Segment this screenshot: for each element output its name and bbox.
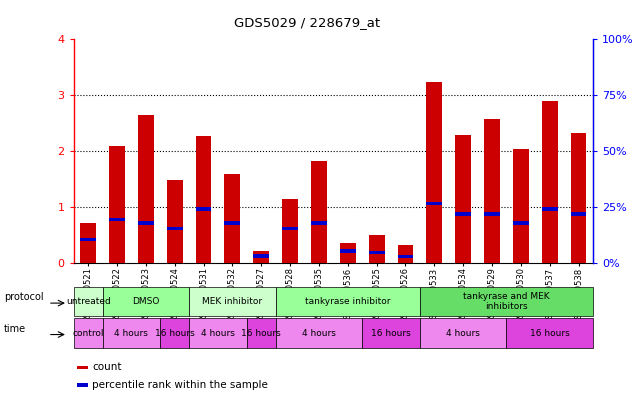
Text: DMSO: DMSO	[132, 297, 160, 306]
Bar	[167, 227, 183, 230]
Text: protocol: protocol	[4, 292, 44, 302]
Bar	[224, 174, 240, 263]
Bar	[103, 318, 160, 348]
Text: 16 hours: 16 hours	[529, 329, 570, 338]
Bar	[77, 365, 88, 369]
Text: tankyrase inhibitor: tankyrase inhibitor	[305, 297, 390, 306]
Bar	[282, 199, 298, 263]
Text: 16 hours: 16 hours	[154, 329, 195, 338]
Text: MEK inhibitor: MEK inhibitor	[203, 297, 262, 306]
Bar	[397, 255, 413, 258]
Bar	[138, 221, 154, 224]
Text: 4 hours: 4 hours	[201, 329, 235, 338]
Bar	[426, 202, 442, 206]
Bar	[77, 383, 88, 387]
Bar	[138, 115, 154, 263]
Bar	[420, 318, 506, 348]
Bar	[196, 136, 212, 263]
Bar	[369, 235, 385, 263]
Bar	[103, 287, 189, 316]
Bar	[74, 287, 103, 316]
Bar	[276, 318, 362, 348]
Bar	[253, 251, 269, 263]
Bar	[484, 119, 500, 263]
Bar	[570, 213, 587, 216]
Bar	[74, 318, 103, 348]
Bar	[484, 213, 500, 216]
Bar	[196, 208, 212, 211]
Bar	[253, 255, 269, 257]
Bar	[570, 133, 587, 263]
Bar	[542, 208, 558, 211]
Bar	[282, 227, 298, 230]
Bar	[80, 223, 96, 263]
Text: time: time	[4, 324, 26, 334]
Bar	[455, 213, 471, 216]
Text: 4 hours: 4 hours	[302, 329, 336, 338]
Text: percentile rank within the sample: percentile rank within the sample	[92, 380, 269, 390]
Bar	[109, 146, 125, 263]
Bar	[340, 243, 356, 263]
Text: 4 hours: 4 hours	[446, 329, 480, 338]
Bar	[426, 83, 442, 263]
Bar	[397, 245, 413, 263]
Text: count: count	[92, 362, 122, 372]
Bar	[276, 287, 420, 316]
Bar	[189, 318, 247, 348]
Bar	[311, 221, 327, 224]
Text: untreated: untreated	[66, 297, 110, 306]
Bar	[369, 251, 385, 253]
Bar	[224, 221, 240, 224]
Bar	[167, 180, 183, 263]
Bar	[109, 218, 125, 221]
Text: control: control	[72, 329, 104, 338]
Text: tankyrase and MEK
inhibitors: tankyrase and MEK inhibitors	[463, 292, 550, 311]
Bar	[160, 318, 189, 348]
Bar	[506, 318, 593, 348]
Bar	[513, 149, 529, 263]
Bar	[455, 134, 471, 263]
Bar	[340, 250, 356, 253]
Text: 16 hours: 16 hours	[241, 329, 281, 338]
Text: GDS5029 / 228679_at: GDS5029 / 228679_at	[235, 16, 380, 29]
Bar	[362, 318, 420, 348]
Bar	[247, 318, 276, 348]
Bar	[542, 101, 558, 263]
Bar	[311, 161, 327, 263]
Bar	[420, 287, 593, 316]
Text: 4 hours: 4 hours	[115, 329, 148, 338]
Bar	[80, 238, 96, 241]
Bar	[189, 287, 276, 316]
Text: 16 hours: 16 hours	[371, 329, 411, 338]
Bar	[513, 221, 529, 224]
